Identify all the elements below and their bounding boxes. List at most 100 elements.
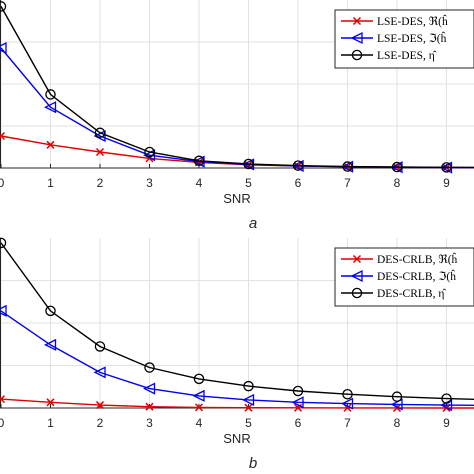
legend-label: LSE-DES, η̂	[377, 50, 437, 62]
legend-label: LSE-DES, ℜ(ĥ	[377, 14, 448, 28]
data-point	[292, 160, 304, 171]
panel-caption: a	[249, 215, 257, 232]
series-2	[0, 1, 474, 173]
data-point	[94, 127, 106, 139]
data-point	[0, 131, 6, 141]
x-tick-label: 3	[146, 416, 153, 430]
data-point	[341, 397, 354, 410]
data-point	[390, 398, 403, 411]
data-point	[45, 305, 56, 317]
x-tick-label: 1	[47, 176, 54, 190]
legend-label: DES-CRLB, η̂	[377, 288, 446, 300]
series-0	[0, 395, 474, 412]
data-point	[242, 393, 255, 406]
data-point	[46, 398, 55, 407]
data-point	[291, 396, 304, 409]
data-point	[145, 402, 154, 411]
data-point	[46, 140, 55, 149]
data-point	[95, 401, 105, 410]
data-point	[292, 385, 304, 397]
marker-stroke	[343, 403, 352, 412]
x-tick-label: 0	[0, 416, 5, 430]
x-tick-label: 4	[196, 416, 203, 430]
x-tick-label: 5	[245, 176, 252, 190]
series-line	[0, 242, 474, 401]
legend-item: LSE-DES, ℜ(ĥ	[341, 14, 448, 28]
marker-stroke	[0, 131, 6, 139]
data-point	[93, 366, 106, 379]
legend-item: DES-CRLB, ℑ(ĥ	[341, 269, 456, 283]
marker-stroke	[95, 147, 105, 157]
legend-marker	[351, 287, 363, 299]
legend-marker	[352, 16, 362, 26]
marker-stroke	[244, 403, 253, 412]
x-tick-label: 2	[97, 176, 104, 190]
data-point	[45, 89, 56, 100]
marker-stroke	[0, 395, 6, 402]
data-point	[342, 388, 353, 400]
data-point	[0, 395, 6, 404]
data-point	[193, 155, 205, 167]
data-point	[144, 146, 155, 158]
x-axis-label: SNR	[223, 191, 250, 206]
data-point	[243, 380, 254, 392]
x-axis-label: SNR	[223, 431, 250, 446]
legend-marker	[351, 49, 363, 61]
legend: DES-CRLB, ℜ(ĥ DES-CRLB, ℑ(ĥ DES-CRLB, η̂	[334, 247, 474, 307]
panel-caption: b	[249, 455, 257, 472]
data-point	[144, 362, 155, 373]
x-tick-label: 8	[394, 176, 401, 190]
data-point	[44, 101, 57, 114]
legend-label: LSE-DES, ℑ(ĥ	[377, 31, 447, 45]
legend-label: DES-CRLB, ℑ(ĥ	[377, 269, 456, 283]
x-tick-label: 8	[394, 416, 401, 430]
series-line	[0, 310, 474, 406]
data-point	[94, 341, 106, 352]
marker-stroke	[352, 16, 362, 26]
x-tick-label: 9	[443, 416, 450, 430]
legend-item: DES-CRLB, η̂	[341, 287, 446, 300]
data-point	[244, 403, 253, 412]
marker-stroke	[145, 402, 154, 411]
marker-stroke	[194, 403, 204, 412]
data-point	[0, 237, 7, 249]
series-2	[0, 237, 474, 404]
data-point	[342, 161, 353, 172]
series-0	[0, 131, 474, 172]
legend-marker	[350, 269, 363, 283]
x-tick-label: 1	[47, 416, 54, 430]
data-point	[441, 162, 452, 173]
x-tick-label: 5	[245, 416, 252, 430]
data-point	[391, 161, 403, 173]
marker-stroke	[352, 254, 362, 264]
panel-b: 0 1 2 3 4 5 6 7 8 9 SNR b DES-CRLB, ℜ(ĥ DES-CRLB, ℑ(ĥ…	[0, 237, 474, 472]
data-point	[193, 373, 205, 385]
series-1	[0, 304, 474, 412]
x-tick-label: 7	[344, 176, 351, 190]
data-point	[0, 1, 7, 12]
data-point	[143, 382, 156, 395]
legend-marker	[352, 254, 362, 264]
data-point	[0, 304, 7, 317]
x-tick-label: 7	[344, 416, 351, 430]
data-point	[0, 41, 7, 55]
x-tick-label: 9	[443, 176, 450, 190]
x-tick-label: 2	[97, 416, 104, 430]
data-point	[441, 393, 452, 404]
x-tick-label: 6	[295, 176, 302, 190]
data-point	[243, 158, 254, 170]
x-tick-label: 4	[196, 176, 203, 190]
data-point	[95, 147, 105, 157]
legend-item: LSE-DES, η̂	[341, 49, 437, 62]
legend-marker	[350, 31, 363, 45]
series-line	[0, 398, 474, 409]
marker-stroke	[46, 140, 55, 149]
data-point	[44, 338, 57, 351]
data-point	[391, 391, 403, 402]
marker-stroke	[392, 403, 402, 412]
x-tick-label: 6	[295, 416, 302, 430]
x-tick-label: 3	[146, 176, 153, 190]
legend-item: DES-CRLB, ℜ(ĥ	[341, 252, 458, 266]
